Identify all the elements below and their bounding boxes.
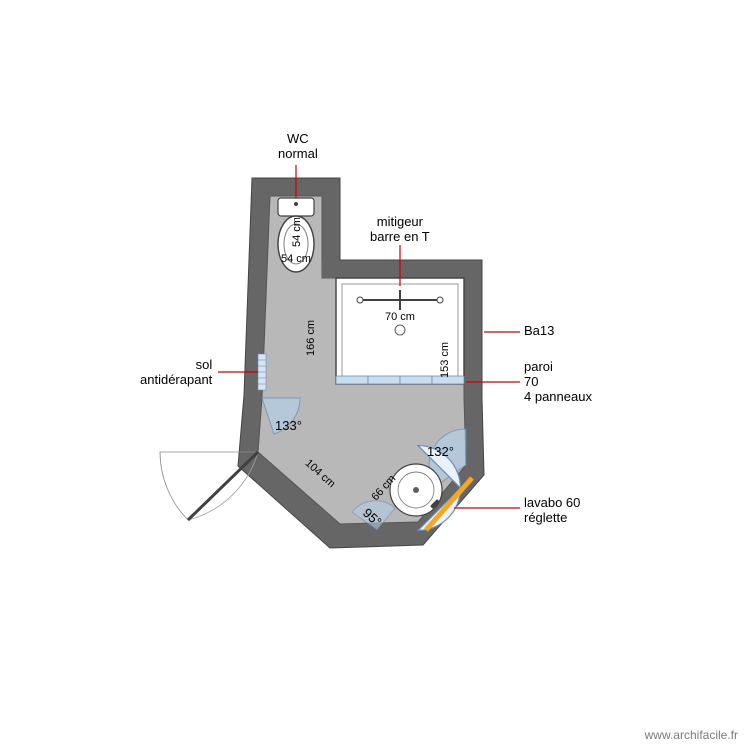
- sol-antiderapant-strip: [258, 354, 266, 390]
- dim-153cm: 153 cm: [439, 342, 451, 378]
- partition-wall: [322, 260, 340, 278]
- dim-166cm: 166 cm: [305, 320, 317, 356]
- floorplan-canvas: 54 cm 54 cm 70 cm 166 cm 153 cm 104 cm 6…: [0, 0, 750, 750]
- angle-132: 132°: [427, 444, 454, 459]
- angle-133: 133°: [275, 418, 302, 433]
- dim-54cm-v: 54 cm: [291, 217, 303, 247]
- label-ba13: Ba13: [524, 324, 554, 339]
- label-paroi: paroi 70 4 panneaux: [524, 360, 592, 405]
- label-lavabo: lavabo 60 réglette: [524, 496, 580, 526]
- label-sol: sol antidérapant: [140, 358, 212, 388]
- watermark: www.archifacile.fr: [645, 728, 738, 742]
- label-mitigeur: mitigeur barre en T: [370, 215, 430, 245]
- label-wc: WC normal: [278, 132, 318, 162]
- floorplan-svg: 54 cm 54 cm 70 cm 166 cm 153 cm 104 cm 6…: [0, 0, 750, 750]
- dim-70cm: 70 cm: [385, 311, 415, 323]
- dim-54cm-h: 54 cm: [281, 253, 311, 265]
